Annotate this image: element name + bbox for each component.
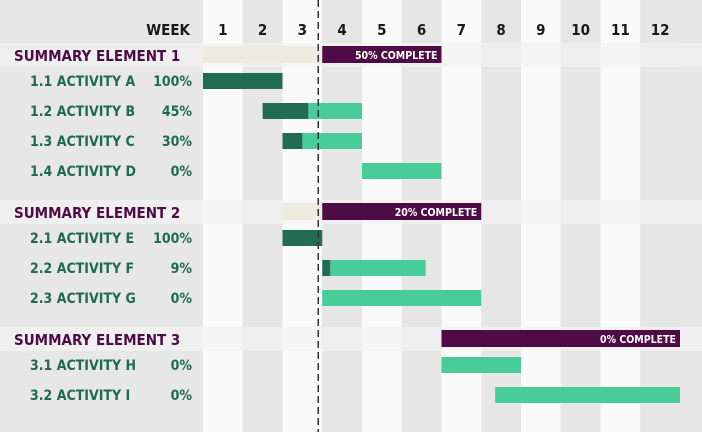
week-label-7: 7 xyxy=(457,21,466,39)
week-label-4: 4 xyxy=(337,21,346,39)
activity-label-1-2: 1.2 ACTIVITY B xyxy=(30,104,135,120)
summary-elapsed-bar-2 xyxy=(282,203,323,220)
activity-remaining-bar-2-2 xyxy=(330,260,426,276)
summary-remaining-bar-1 xyxy=(322,46,442,63)
activity-percent-1-3: 30% xyxy=(162,134,193,150)
week-header-label: WEEK xyxy=(146,21,190,39)
activity-label-1-4: 1.4 ACTIVITY D xyxy=(30,164,136,180)
activity-label-2-3: 2.3 ACTIVITY G xyxy=(30,291,136,307)
activity-remaining-bar-1-4 xyxy=(362,163,442,179)
activity-done-bar-1-2 xyxy=(262,103,309,119)
week-label-1: 1 xyxy=(218,21,227,39)
summary-remaining-bar-3 xyxy=(441,330,680,347)
activity-label-3-1: 3.1 ACTIVITY H xyxy=(30,358,136,374)
gantt-bars: 50% COMPLETE 20% COMPLETE 0% COMPLETE xyxy=(203,46,680,403)
activity-done-bar-1-1 xyxy=(203,73,283,89)
activity-remaining-bar-3-1 xyxy=(441,357,521,373)
activity-percent-3-2: 0% xyxy=(171,388,193,404)
week-label-9: 9 xyxy=(536,21,545,39)
activity-remaining-bar-1-3 xyxy=(302,133,362,149)
summary-label-1: SUMMARY ELEMENT 1 xyxy=(14,47,180,65)
summary-elapsed-bar-1 xyxy=(203,46,323,63)
activity-remaining-bar-2-3 xyxy=(322,290,482,306)
activity-remaining-bar-1-2 xyxy=(308,103,362,119)
activity-percent-2-2: 9% xyxy=(171,261,193,277)
week-label-8: 8 xyxy=(496,21,505,39)
row-labels: SUMMARY ELEMENT 1 1.1 ACTIVITY A 100% 1.2 A… xyxy=(14,47,192,404)
activity-label-1-1: 1.1 ACTIVITY A xyxy=(30,74,135,90)
activity-percent-3-1: 0% xyxy=(171,358,193,374)
summary-remaining-bar-2 xyxy=(322,203,482,220)
week-label-2: 2 xyxy=(258,21,267,39)
activity-label-2-1: 2.1 ACTIVITY E xyxy=(30,231,134,247)
week-header: WEEK 1 2 3 4 5 6 7 8 9 10 11 12 xyxy=(146,21,669,39)
summary-complete-label-2: 20% COMPLETE xyxy=(395,207,478,219)
activity-label-1-3: 1.3 ACTIVITY C xyxy=(30,134,135,150)
summary-complete-label-1: 50% COMPLETE xyxy=(355,50,438,62)
summary-label-3: SUMMARY ELEMENT 3 xyxy=(14,331,180,349)
summary-complete-label-3: 0% COMPLETE xyxy=(600,334,676,346)
week-label-5: 5 xyxy=(377,21,386,39)
week-label-10: 10 xyxy=(571,21,590,39)
activity-done-bar-2-2 xyxy=(322,260,331,276)
week-label-3: 3 xyxy=(298,21,307,39)
activity-done-bar-2-1 xyxy=(282,230,323,246)
week-label-6: 6 xyxy=(417,21,426,39)
summary-label-2: SUMMARY ELEMENT 2 xyxy=(14,204,180,222)
week-label-12: 12 xyxy=(651,21,670,39)
activity-remaining-bar-3-2 xyxy=(495,387,680,403)
activity-label-3-2: 3.2 ACTIVITY I xyxy=(30,388,130,404)
activity-percent-1-4: 0% xyxy=(171,164,193,180)
activity-percent-2-1: 100% xyxy=(153,231,192,247)
activity-percent-1-2: 45% xyxy=(162,104,193,120)
activity-percent-2-3: 0% xyxy=(171,291,193,307)
week-label-11: 11 xyxy=(611,21,630,39)
activity-label-2-2: 2.2 ACTIVITY F xyxy=(30,261,134,277)
activity-percent-1-1: 100% xyxy=(153,74,192,90)
activity-done-bar-1-3 xyxy=(282,133,303,149)
